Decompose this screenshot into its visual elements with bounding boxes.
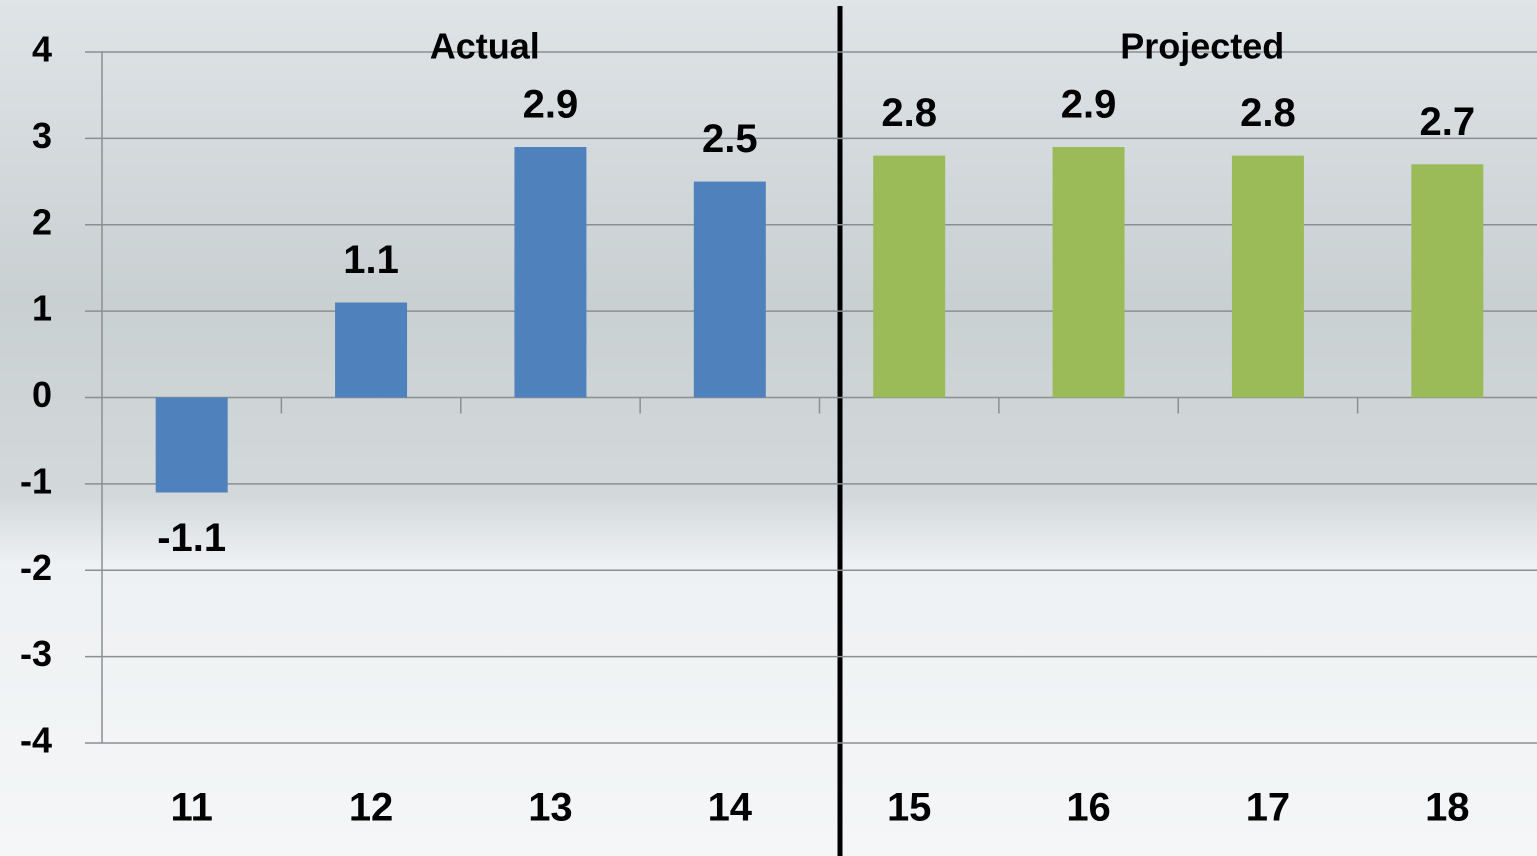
x-tick-label: 18 xyxy=(1425,786,1470,830)
y-tick-label: -3 xyxy=(20,633,52,674)
data-label: -1.1 xyxy=(157,516,226,560)
section-label: Actual xyxy=(430,26,540,67)
bar xyxy=(514,147,587,398)
x-tick-label: 16 xyxy=(1066,786,1111,830)
x-tick-label: 14 xyxy=(708,786,753,830)
x-tick-label: 11 xyxy=(171,786,213,830)
y-tick-label: -4 xyxy=(20,720,52,761)
x-tick-label: 15 xyxy=(887,786,932,830)
y-tick-label: -2 xyxy=(20,547,52,588)
data-label: 2.8 xyxy=(881,91,937,135)
section-label: Projected xyxy=(1120,26,1284,67)
data-label: 2.8 xyxy=(1240,91,1296,135)
y-tick-label: 4 xyxy=(32,29,52,70)
data-label: 2.5 xyxy=(702,117,758,161)
bar xyxy=(335,302,408,398)
x-tick-label: 13 xyxy=(528,786,573,830)
y-tick-label: -1 xyxy=(20,460,52,501)
data-label: 2.9 xyxy=(523,83,579,127)
bar xyxy=(1411,164,1484,398)
y-tick-label: 2 xyxy=(32,201,52,242)
y-tick-label: 1 xyxy=(32,288,52,329)
y-tick-label: 3 xyxy=(32,115,52,156)
bar xyxy=(693,181,766,398)
bar xyxy=(873,155,946,398)
x-tick-label: 17 xyxy=(1246,786,1291,830)
bar xyxy=(1231,155,1304,398)
bar xyxy=(1052,147,1125,398)
x-tick-label: 12 xyxy=(349,786,394,830)
bar xyxy=(155,397,228,493)
data-label: 2.9 xyxy=(1061,83,1117,127)
data-label: 2.7 xyxy=(1420,100,1476,144)
data-label: 1.1 xyxy=(343,238,399,282)
y-tick-label: 0 xyxy=(32,374,52,415)
